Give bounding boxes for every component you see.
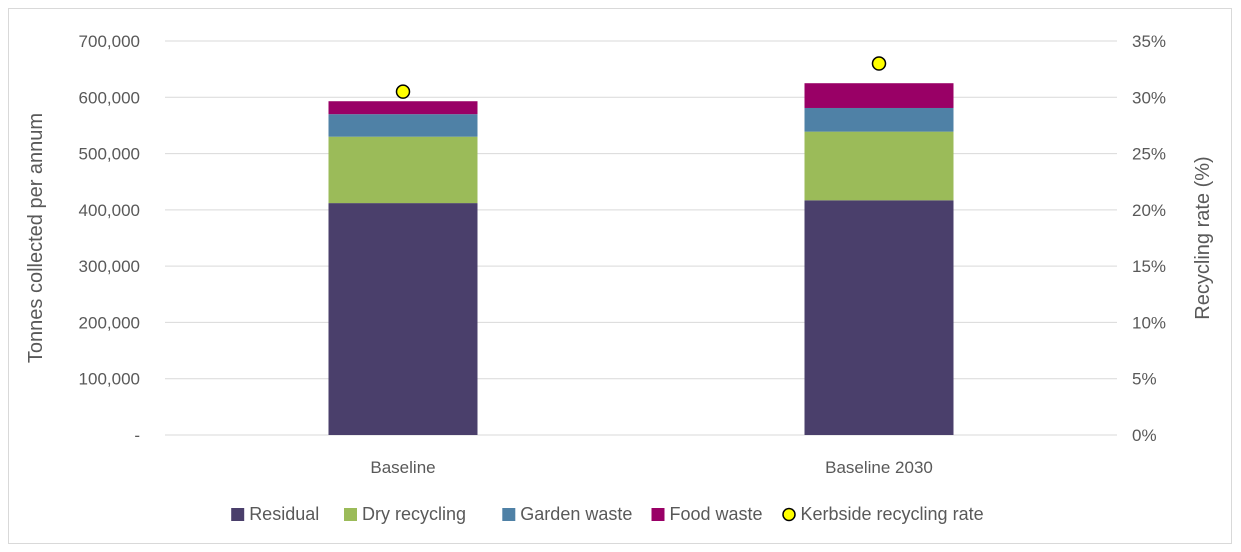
legend-kerbside-recycling-rate-swatch (782, 507, 796, 522)
right-tick-label: 30% (1132, 88, 1166, 107)
left-tick-label: 500,000 (79, 145, 140, 164)
right-tick-label: 15% (1132, 257, 1166, 276)
left-tick-label: - (134, 426, 140, 445)
legend-food-waste-swatch (651, 508, 665, 521)
right-tick-label: 5% (1132, 370, 1157, 389)
gridlines (165, 40, 1117, 436)
bar-segment-dry-recycling (328, 136, 478, 204)
recycling-rate-point (395, 84, 411, 99)
legend-residual-label: Residual (249, 504, 319, 524)
legend-residual-swatch (231, 508, 245, 521)
legend-food-waste-label: Food waste (670, 504, 763, 524)
left-axis-title: Tonnes collected per annum (25, 113, 47, 363)
bar-segment-residual (328, 203, 478, 435)
left-tick-label: 100,000 (79, 370, 140, 389)
bar-segment-garden-waste (328, 114, 478, 137)
legend-garden-waste-swatch (502, 508, 516, 521)
bar-segment-residual (804, 200, 954, 435)
legend-dry-recycling-swatch (344, 508, 357, 521)
bar-segment-dry-recycling (804, 131, 954, 201)
left-axis-ticks: - 100,000 200,000 300,000 400,000 500,000 600,… (79, 32, 140, 445)
right-tick-label: 20% (1132, 201, 1166, 220)
x-tick-label: Baseline 2030 (825, 458, 933, 477)
bars (328, 83, 954, 435)
bar-segment-garden-waste (804, 107, 954, 132)
right-tick-label: 35% (1132, 32, 1166, 51)
left-tick-label: 200,000 (79, 313, 140, 332)
right-tick-label: 25% (1132, 145, 1166, 164)
legend-kerbside-recycling-rate-label: Kerbside recycling rate (801, 504, 984, 524)
legend: Residual Dry recycling Garden waste Food wa… (231, 504, 984, 524)
bar-segment-food-waste (804, 83, 954, 108)
right-axis-ticks: 0% 5% 10% 15% 20% 25% 30% 35% (1132, 32, 1166, 445)
recycling-rate-point (871, 56, 887, 71)
left-tick-label: 400,000 (79, 201, 140, 220)
recycling-rate-points (395, 56, 887, 99)
right-tick-label: 10% (1132, 313, 1166, 332)
bar-segment-food-waste (328, 101, 478, 115)
x-axis-ticks: Baseline Baseline 2030 (370, 458, 932, 477)
x-tick-label: Baseline (370, 458, 435, 477)
left-tick-label: 600,000 (79, 88, 140, 107)
left-tick-label: 700,000 (79, 32, 140, 51)
left-tick-label: 300,000 (79, 257, 140, 276)
right-axis-title: Recycling rate (%) (1192, 156, 1214, 319)
right-tick-label: 0% (1132, 426, 1157, 445)
legend-garden-waste-label: Garden waste (520, 504, 632, 524)
legend-dry-recycling-label: Dry recycling (362, 504, 466, 524)
